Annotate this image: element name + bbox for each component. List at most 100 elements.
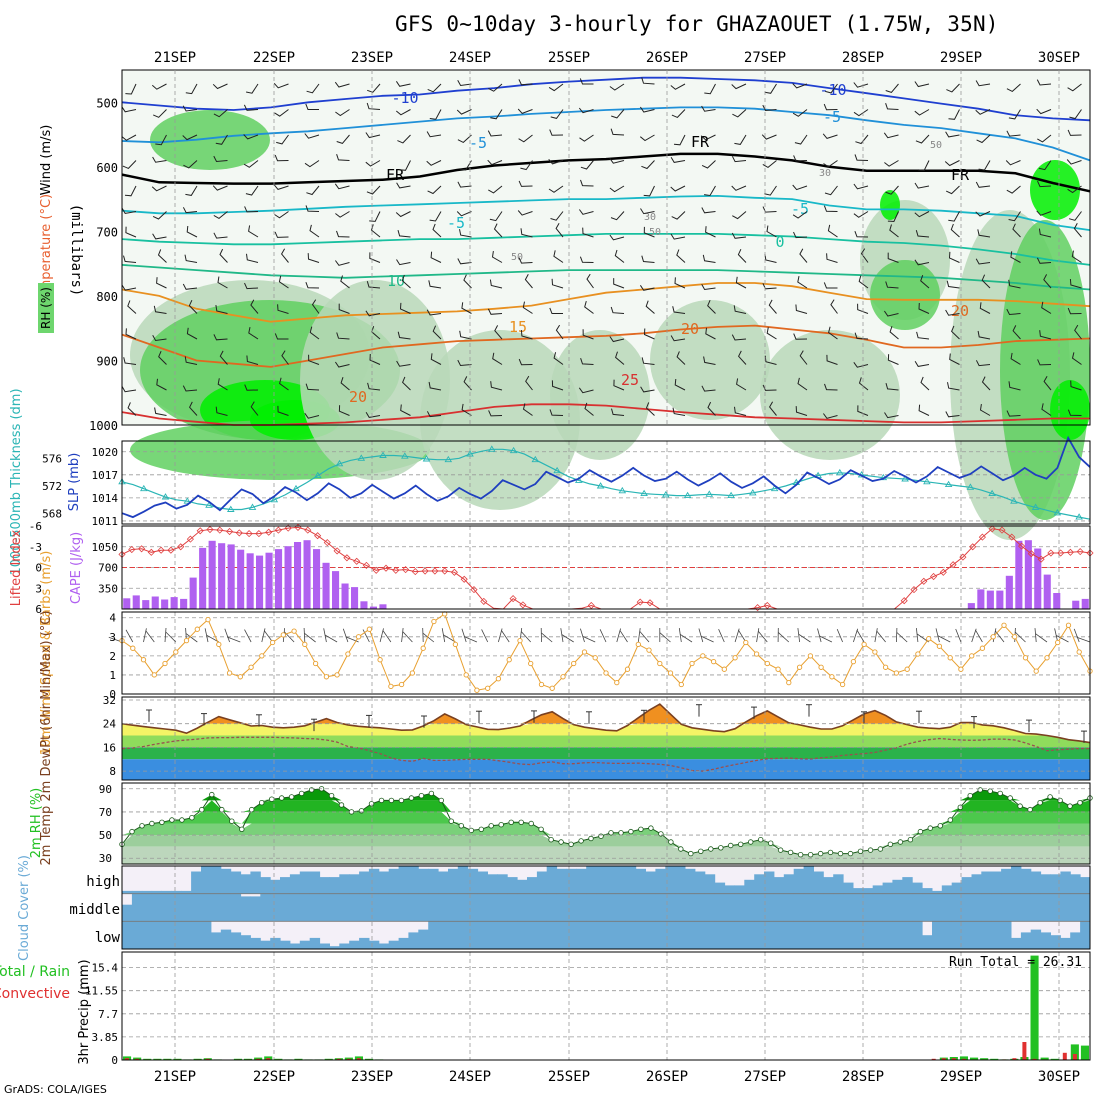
cloud-cell-high: [961, 877, 972, 894]
thickness-point: [248, 503, 257, 510]
rh-point: [558, 839, 564, 845]
cloud-cell-high: [141, 890, 153, 894]
rh-point: [807, 852, 814, 858]
rh-point: [398, 797, 405, 804]
cloud-cell-low: [448, 921, 459, 949]
wind-barb: [243, 134, 259, 140]
cloud-cell-middle: [448, 893, 459, 922]
cloud-cell-low: [1060, 937, 1071, 949]
wind-speed-point: [657, 660, 663, 667]
wind-barb: [488, 185, 503, 194]
cloud-cell-middle: [398, 893, 409, 922]
wind-speed-point: [517, 637, 523, 644]
wind-barb: [336, 134, 350, 144]
cloud-cell-low: [1030, 929, 1042, 949]
cloud-cell-high: [467, 868, 479, 894]
wind-barb: [338, 303, 350, 314]
slp-ylabel: SLP (mb): [67, 453, 82, 512]
wind-barb: [551, 278, 564, 289]
wind-barb: [182, 134, 198, 141]
wind-barb: [1070, 380, 1082, 391]
wind-barb: [548, 185, 564, 193]
wind-barb: [215, 406, 228, 416]
wind-barb: [976, 134, 991, 144]
lifted-index-point: [1027, 550, 1035, 558]
wind-barb: [432, 325, 442, 340]
wind-speed-point: [936, 643, 943, 649]
cloud-cell-high: [635, 868, 646, 894]
cloud-cell-low: [122, 921, 133, 949]
cape-bar: [275, 549, 283, 609]
wind-barb: [857, 405, 869, 416]
wind-barb: [584, 300, 594, 314]
wind-speed-point: [753, 651, 760, 657]
slp-panel-frame: [121, 440, 1091, 525]
wind-barb: [152, 156, 167, 163]
wind-barb: [822, 133, 838, 139]
wind-barb: [1038, 228, 1052, 238]
date-label-bottom: 30SEP: [1038, 1069, 1080, 1085]
thickness-point: [183, 497, 192, 504]
rh-point: [288, 794, 295, 800]
wind-speed-point: [614, 679, 620, 686]
wind-barb: [246, 83, 259, 94]
thickness-ylabel: 1000-500mb Thickness (dm): [9, 388, 24, 575]
wind-barb: [125, 328, 137, 340]
wind-barb: [883, 310, 899, 317]
wind-barb: [549, 409, 564, 416]
isotherm-label: 10: [387, 272, 405, 290]
cloud-cell-high: [852, 888, 864, 894]
wind-barb: [518, 358, 533, 366]
wind-barb: [738, 629, 747, 643]
cloud-cell-low: [744, 921, 755, 949]
rh-shade-region: [870, 260, 940, 330]
wind-barb: [609, 185, 625, 193]
wind-speed-point: [861, 641, 867, 648]
cloud-cell-high: [714, 882, 726, 894]
wind-barb: [914, 211, 930, 218]
wind-barb: [457, 181, 472, 188]
lifted-index-tick-label: 3: [35, 582, 42, 595]
temperature-band: [122, 735, 1090, 748]
precip-tick-label: 0: [111, 1054, 118, 1067]
wind-barb: [309, 224, 320, 238]
wind-barb: [643, 328, 655, 340]
wind-barb: [764, 185, 777, 196]
wind-barb: [427, 185, 442, 195]
precip-total-bar: [1050, 1058, 1059, 1060]
wind-barb: [156, 378, 167, 391]
rh-point: [708, 846, 714, 852]
wind-barb: [854, 154, 869, 161]
cloud-cell-middle: [1011, 893, 1022, 922]
cloud-cell-high: [517, 879, 528, 894]
wind-barb: [1006, 83, 1021, 92]
wind-speed-point: [420, 645, 426, 651]
wind-barb: [307, 253, 320, 263]
wind-barb: [704, 83, 716, 95]
wind-barb: [365, 412, 381, 418]
wind-barb: [732, 109, 747, 118]
wind-barb: [278, 275, 289, 289]
wind-barb: [402, 631, 413, 643]
rh-point: [1007, 795, 1013, 801]
wind-speed-point: [904, 666, 910, 672]
wind-barb: [582, 635, 596, 643]
wind-barb: [493, 223, 503, 238]
wind-barb: [885, 382, 899, 391]
wind-barb: [768, 299, 777, 314]
thickness-point: [923, 477, 931, 485]
cloud-cell-low: [349, 940, 360, 949]
cloud-cell-middle: [467, 893, 479, 922]
wind-barb: [186, 225, 198, 238]
date-label-top: 26SEP: [646, 50, 688, 66]
wind-barb: [945, 131, 960, 138]
wind-speed-point: [560, 674, 566, 680]
wind-speed-point: [345, 651, 351, 657]
wind-barb: [1036, 108, 1052, 115]
cloud-cell-high: [922, 888, 933, 894]
rh-point: [418, 793, 425, 799]
wind-barb: [463, 274, 472, 289]
wind-barb: [121, 386, 137, 393]
wind-barb: [382, 630, 392, 643]
wind-barb: [340, 377, 350, 391]
